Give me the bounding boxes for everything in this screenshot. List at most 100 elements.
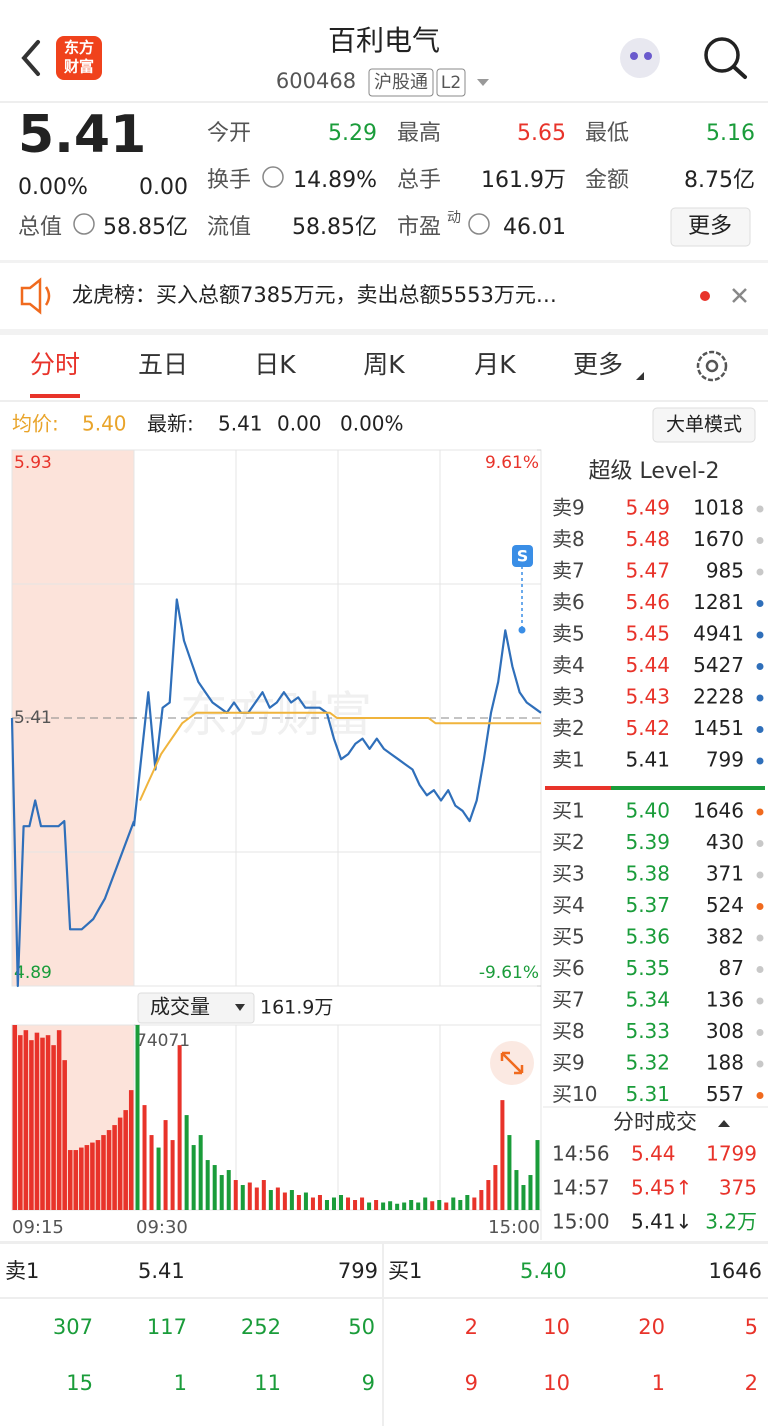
change-pct: 0.00% <box>18 175 88 200</box>
stat-value: 5.65 <box>517 121 566 146</box>
info-icon[interactable] <box>468 213 490 235</box>
volume-bar <box>521 1185 526 1210</box>
volume-bar <box>106 1130 112 1210</box>
time-label: 09:30 <box>136 1217 188 1238</box>
trade-price: 5.41↓ <box>631 1210 692 1234</box>
ask-order: 50 <box>348 1315 375 1339</box>
book-dot <box>756 808 764 816</box>
volume-bar <box>226 1170 231 1210</box>
avatar[interactable] <box>620 38 660 78</box>
trade-price: 5.45↑ <box>631 1176 692 1200</box>
ask-bar <box>545 786 611 790</box>
trade-time: 14:56 <box>552 1142 610 1166</box>
last-price: 5.41 <box>18 105 146 165</box>
dropdown-arrow[interactable] <box>477 79 489 86</box>
divider <box>0 329 768 335</box>
stat-value: 5.29 <box>328 121 377 146</box>
logo-text: 财富 <box>64 58 94 76</box>
bid-bar <box>611 786 765 790</box>
volume-bar <box>29 1040 34 1210</box>
logo[interactable] <box>56 36 102 80</box>
book-dot <box>756 1092 764 1099</box>
stock-name: 百利电气 <box>328 24 440 57</box>
tab: 月K <box>474 350 516 379</box>
volume-bar <box>416 1202 421 1210</box>
y2-tick-label: 9.61% <box>485 453 539 473</box>
tab: 日K <box>254 350 296 379</box>
volume-bar <box>12 1025 18 1210</box>
latest-change-pct: 0.00% <box>340 412 404 436</box>
volume-bar <box>402 1202 407 1210</box>
book-price: 5.40 <box>625 799 670 823</box>
search-button[interactable] <box>704 37 740 73</box>
more-button[interactable] <box>670 207 751 247</box>
volume-bar <box>90 1142 95 1210</box>
volume-bar <box>240 1185 245 1210</box>
trade-volume: 1799 <box>706 1142 757 1166</box>
volume-bar <box>142 1105 147 1210</box>
book-label: 买2 <box>552 830 585 854</box>
bid-order: 20 <box>638 1315 665 1339</box>
volume-bar <box>205 1160 210 1210</box>
volume-bar <box>62 1060 67 1210</box>
info-icon[interactable] <box>73 213 95 235</box>
selector-arrow <box>235 1004 245 1011</box>
volume-bar <box>423 1197 428 1210</box>
book-volume: 188 <box>706 1051 744 1075</box>
volume-bar <box>374 1200 379 1210</box>
stat-value: 58.85亿 <box>103 215 188 240</box>
book-label: 卖1 <box>552 748 585 772</box>
tab: 分时 <box>30 350 80 379</box>
volume-bar <box>275 1187 280 1210</box>
volume-bar <box>254 1187 259 1210</box>
bid-price: 5.40 <box>520 1259 567 1283</box>
volume-bar <box>507 1135 512 1210</box>
book-dot <box>756 505 764 513</box>
trades-arrow[interactable] <box>718 1120 730 1127</box>
volume-bar <box>117 1117 123 1210</box>
book-price: 5.41 <box>625 748 670 772</box>
volume-bar <box>472 1197 477 1210</box>
book-volume: 557 <box>706 1082 744 1106</box>
latest-label: 最新: <box>147 412 194 436</box>
more-arrow <box>636 372 644 380</box>
volume-bar <box>486 1180 491 1210</box>
book-dot <box>756 537 764 544</box>
book-label: 买10 <box>552 1082 597 1106</box>
settings-button[interactable] <box>696 350 728 382</box>
volume-bar <box>163 1120 168 1210</box>
book-price: 5.38 <box>625 862 670 886</box>
y-tick-label: 4.89 <box>14 963 52 983</box>
avg-value: 5.40 <box>82 412 127 436</box>
book-label: 卖9 <box>552 496 585 520</box>
trades-title: 分时成交 <box>613 1110 697 1134</box>
close-button[interactable] <box>732 288 747 303</box>
bid-order: 10 <box>543 1371 570 1395</box>
volume-bar <box>191 1145 196 1210</box>
book-label: 买9 <box>552 1051 585 1075</box>
big-order-button[interactable] <box>652 407 756 443</box>
volume-bar <box>112 1125 117 1210</box>
volume-bar <box>339 1195 344 1210</box>
book-label: 买6 <box>552 956 585 980</box>
volume-selector[interactable] <box>137 992 255 1024</box>
latest-value: 5.41 <box>218 412 263 436</box>
divider <box>0 101 768 103</box>
volume-bar <box>465 1195 470 1210</box>
info-icon[interactable] <box>262 166 284 188</box>
volume-bar <box>51 1045 56 1210</box>
level-box <box>436 68 466 97</box>
book-volume: 136 <box>706 988 744 1012</box>
big-order-label: 大单模式 <box>666 414 742 436</box>
book-dot <box>756 726 764 733</box>
back-button[interactable] <box>21 40 40 76</box>
ask-price: 5.41 <box>138 1259 185 1283</box>
volume-bar <box>381 1202 386 1210</box>
volume-bar <box>458 1200 463 1210</box>
book-price: 5.45 <box>625 622 670 646</box>
volume-bar <box>388 1201 393 1210</box>
ask-order: 117 <box>147 1315 187 1339</box>
book-dot <box>756 694 764 702</box>
